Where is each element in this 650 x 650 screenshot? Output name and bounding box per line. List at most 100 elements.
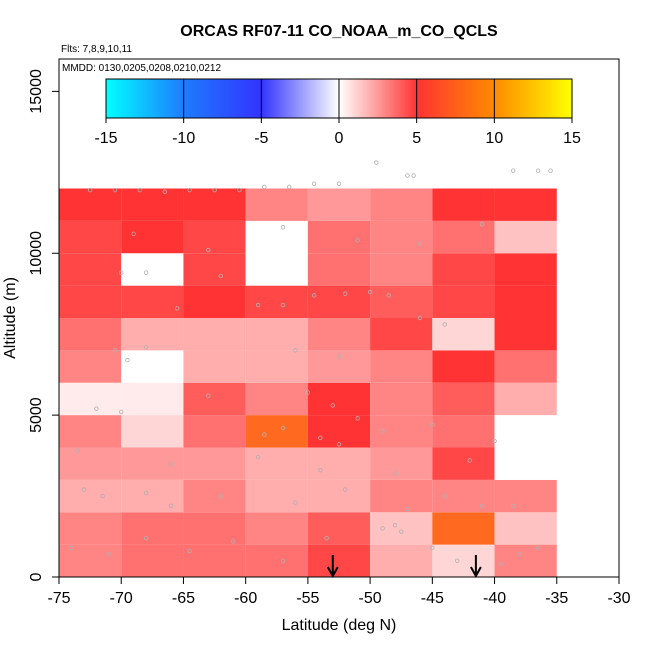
colorbar-tick-label: 15 [563, 130, 581, 147]
track-point [94, 406, 99, 411]
heatmap-cell [307, 285, 371, 318]
heatmap-cell [432, 415, 495, 448]
heatmap-cell [183, 415, 246, 448]
track-point [143, 490, 149, 496]
track-point [137, 187, 143, 193]
heatmap-cell [121, 447, 184, 480]
heatmap-cell [245, 285, 308, 318]
track-point [280, 558, 286, 564]
track-point [511, 168, 516, 173]
heatmap-cell [494, 382, 557, 416]
heatmap-cell [494, 285, 557, 318]
track-point [293, 348, 298, 353]
heatmap-cell [494, 544, 557, 577]
y-axis-label: Altitude (m) [2, 277, 19, 359]
x-tick-label: -60 [234, 590, 257, 607]
track-point [430, 422, 435, 428]
heatmap-cell [121, 285, 184, 318]
x-tick-label: -35 [545, 590, 568, 607]
track-point [455, 558, 460, 564]
track-point [343, 291, 348, 296]
heatmap-cell [183, 253, 246, 286]
track-point [467, 458, 472, 463]
track-point [498, 561, 503, 567]
track-point [100, 493, 105, 499]
heatmap-cell [183, 188, 246, 221]
track-point [206, 393, 211, 398]
track-point [311, 181, 317, 186]
track-point [143, 270, 149, 275]
y-axis: 0 5000 10000 15000 [28, 69, 59, 581]
heatmap-cell [432, 544, 495, 577]
track-point [411, 173, 416, 178]
track-point [511, 503, 516, 508]
heatmap-cell [370, 350, 433, 383]
track-point [187, 187, 192, 193]
track-point [212, 187, 217, 193]
track-point [442, 493, 447, 499]
heatmap-cell [245, 415, 308, 448]
track-point [392, 471, 398, 476]
heatmap-cell [59, 253, 122, 286]
heatmap-cell [494, 512, 557, 545]
y-tick-label: 15000 [28, 69, 45, 114]
heatmap-cell [59, 318, 122, 351]
heatmap-cell [183, 350, 246, 383]
x-tick-label: -30 [607, 590, 630, 607]
track-points [69, 160, 553, 567]
track-point [405, 506, 410, 512]
track-point [143, 535, 149, 541]
heatmap-cell [59, 512, 122, 545]
track-point [280, 225, 286, 230]
track-point [336, 181, 342, 186]
heatmap-cell [370, 447, 433, 480]
heatmap-cell [59, 285, 122, 318]
track-point [87, 187, 93, 193]
colorbar-tick-label: -10 [172, 130, 195, 147]
heatmap-cell [370, 318, 433, 351]
heatmap-cell [370, 479, 433, 513]
track-point [380, 429, 385, 434]
track-point [430, 545, 435, 551]
heatmap-cell [183, 479, 246, 513]
track-point [479, 503, 485, 508]
colorbar: -15 -10 -5 0 5 10 15 [94, 78, 581, 147]
heatmap-cell [432, 285, 495, 318]
track-point [162, 189, 167, 194]
heatmap-cell [121, 220, 184, 254]
track-point [343, 487, 348, 492]
x-tick-label: -55 [296, 590, 319, 607]
track-point [187, 548, 192, 554]
heatmap-cell [183, 220, 246, 254]
heatmap-cell [307, 447, 371, 480]
heatmap-cell [370, 382, 433, 416]
track-point [336, 442, 342, 447]
track-point [75, 448, 80, 453]
x-tick-label: -70 [110, 590, 133, 607]
x-axis: -75 -70 -65 -60 -55 -50 -45 -40 -35 -30 [47, 576, 631, 607]
heatmap-cell [59, 479, 122, 513]
heatmap-cell [432, 350, 495, 383]
heatmap-cell [370, 544, 433, 577]
heatmap-cell [59, 382, 122, 416]
track-point [112, 348, 118, 353]
colorbar-tick-label: 0 [335, 130, 344, 147]
heatmap-cell [307, 253, 371, 286]
track-point [218, 273, 223, 279]
track-point [69, 545, 74, 551]
heatmap-cell [183, 512, 246, 545]
heatmap-cell [494, 350, 557, 383]
track-point [143, 344, 149, 350]
track-point [405, 173, 410, 178]
heatmap-cell [245, 350, 308, 383]
heatmap-cell [245, 479, 308, 513]
heatmap-cell [183, 544, 246, 577]
heatmap-cell [59, 415, 122, 448]
track-point [355, 416, 360, 421]
heatmap-cell [307, 382, 371, 416]
heatmap-cell [494, 415, 557, 448]
heatmap-cell [121, 512, 184, 545]
heatmap-cell [432, 188, 495, 221]
track-point [417, 241, 423, 246]
track-point [125, 357, 130, 363]
